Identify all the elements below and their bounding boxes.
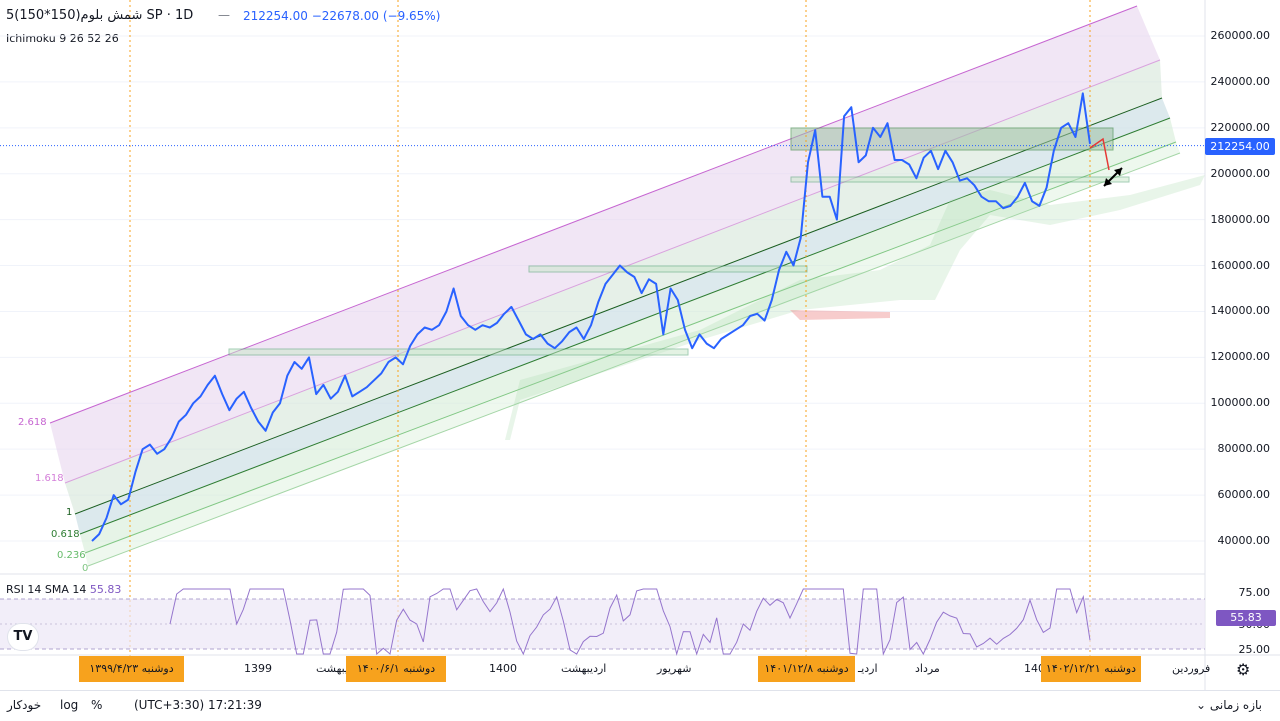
fib-zone-mid bbox=[65, 60, 1162, 514]
x-label-farvardin: فروردین bbox=[1172, 662, 1211, 675]
ichimoku-cloud bbox=[505, 175, 1205, 440]
fib-zone-618 bbox=[75, 98, 1170, 534]
price-axis-label: 40000.00 bbox=[1217, 534, 1271, 547]
rsi-label[interactable]: RSI 14 SMA 14 55.83 bbox=[6, 583, 122, 596]
fib-label-0: 0 bbox=[82, 563, 89, 574]
fib-line-0 bbox=[87, 152, 1181, 567]
price-axis-label: 180000.00 bbox=[1210, 212, 1271, 226]
auto-scale-button[interactable]: خودکار bbox=[7, 698, 42, 712]
zone-rect-1[interactable] bbox=[228, 348, 689, 356]
x-label-ordi: اردیـ bbox=[858, 662, 878, 675]
collapse-dash[interactable]: — bbox=[218, 8, 230, 22]
price-axis-label: 80000.00 bbox=[1217, 442, 1271, 456]
projection-line bbox=[1089, 137, 1110, 171]
fib-line-0236 bbox=[84, 141, 1177, 554]
x-label-date-1: ۱۳۹۹/۴/۲۳ دوشنبه bbox=[79, 656, 184, 682]
settings-gear-icon[interactable]: ⚙ bbox=[1236, 660, 1251, 679]
fib-label-1618: 1.618 bbox=[35, 473, 64, 484]
rsi-axis-75: 75.00 bbox=[1238, 586, 1271, 599]
price-axis-label: 260000.00 bbox=[1210, 29, 1271, 42]
price-change: 212254.00 −22678.00 (−9.65%) bbox=[243, 9, 441, 23]
percent-scale-button[interactable]: % bbox=[91, 698, 103, 712]
x-label-date-4: ۱۴۰۲/۱۲/۲۱ دوشنبه bbox=[1041, 656, 1141, 682]
ichimoku-cloud-red bbox=[790, 310, 890, 320]
bottom-toolbar: خودکار log % (UTC+3:30) 17:21:39 ⌄ بازه … bbox=[0, 690, 1280, 721]
fib-line-0618 bbox=[79, 117, 1171, 535]
price-series-line bbox=[91, 92, 1091, 542]
x-label-date-2: ۱۴۰۰/۶/۱ دوشنبه bbox=[346, 656, 446, 682]
x-label-ordibehesht-1: اردیبهشت bbox=[316, 662, 346, 675]
cursor-arrow-icon bbox=[1103, 167, 1123, 187]
x-label-mordad: مرداد bbox=[915, 662, 940, 675]
rsi-axis-25: 25.00 bbox=[1238, 643, 1271, 656]
log-scale-button[interactable]: log bbox=[60, 698, 79, 712]
indicator-label[interactable]: Ichimoku 9 26 52 26 bbox=[6, 32, 119, 45]
x-label-1400: 1400 bbox=[489, 662, 517, 675]
timezone-clock[interactable]: (UTC+3:30) 17:21:39 bbox=[134, 698, 262, 712]
fib-label-2618: 2.618 bbox=[18, 417, 47, 428]
zone-rect-3[interactable] bbox=[790, 127, 1114, 151]
price-axis-label: 200000.00 bbox=[1210, 166, 1271, 180]
price-axis-label: 240000.00 bbox=[1210, 74, 1271, 88]
rsi-value-tag: 55.83 bbox=[1216, 610, 1276, 626]
range-label: بازه زمانی bbox=[1209, 698, 1263, 712]
fib-zone-upper bbox=[50, 6, 1160, 483]
x-label-ordibehesht-2: اردیبهشت bbox=[561, 662, 607, 675]
last-price-tag: 212254.00 bbox=[1205, 137, 1275, 155]
x-label-1399: 1399 bbox=[244, 662, 272, 675]
price-axis-label: 120000.00 bbox=[1210, 350, 1271, 364]
price-axis-label: 140000.00 bbox=[1210, 304, 1271, 318]
x-label-140: 140 bbox=[1024, 662, 1045, 675]
chevron-down-icon: ⌄ bbox=[1196, 698, 1207, 712]
x-label-date-3: ۱۴۰۱/۱۲/۸ دوشنبه bbox=[758, 656, 855, 682]
fib-label-0618: 0.618 bbox=[51, 529, 80, 540]
fib-label-0236: 0.236 bbox=[57, 550, 86, 561]
price-axis-label: 220000.00 bbox=[1210, 120, 1271, 134]
tradingview-logo[interactable]: TV bbox=[8, 624, 38, 650]
fib-zone-236 bbox=[80, 118, 1176, 553]
range-dropdown[interactable]: ⌄ بازه زمانی bbox=[1196, 698, 1262, 712]
price-axis-label: 60000.00 bbox=[1217, 488, 1271, 502]
fib-label-1: 1 bbox=[66, 507, 73, 518]
price-axis-label: 160000.00 bbox=[1210, 258, 1271, 272]
symbol-title[interactable]: 5(150*150)شمش بلوم SP · 1D bbox=[6, 8, 194, 23]
rsi-series-line bbox=[169, 587, 1091, 656]
price-axis-label: 100000.00 bbox=[1210, 396, 1271, 410]
zone-rect-2[interactable] bbox=[528, 265, 808, 273]
x-label-shahrivar: شهریور bbox=[657, 662, 692, 675]
fib-line-1 bbox=[74, 97, 1163, 515]
